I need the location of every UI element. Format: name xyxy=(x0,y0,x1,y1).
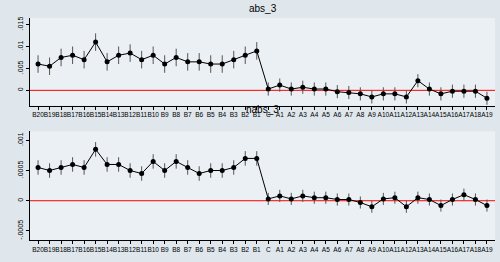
svg-text:B11: B11 xyxy=(136,246,147,253)
svg-text:B19: B19 xyxy=(44,246,56,253)
svg-text:B18: B18 xyxy=(55,246,67,253)
svg-text:B17: B17 xyxy=(67,111,79,118)
svg-text:A4: A4 xyxy=(310,111,318,118)
svg-text:A12: A12 xyxy=(401,246,413,253)
svg-text:B20: B20 xyxy=(32,246,44,253)
svg-text:A1: A1 xyxy=(276,111,284,118)
svg-text:A3: A3 xyxy=(299,111,307,118)
svg-text:.01: .01 xyxy=(17,40,24,50)
svg-text:A5: A5 xyxy=(322,111,330,118)
svg-text:B2: B2 xyxy=(241,246,249,253)
svg-text:A9: A9 xyxy=(368,246,376,253)
svg-text:A12: A12 xyxy=(401,111,413,118)
svg-text:A16: A16 xyxy=(447,111,459,118)
svg-text:.015: .015 xyxy=(17,17,24,31)
svg-text:B10: B10 xyxy=(147,111,159,118)
svg-text:A14: A14 xyxy=(424,246,436,253)
svg-text:B7: B7 xyxy=(184,246,192,253)
svg-text:B13: B13 xyxy=(113,246,125,253)
svg-text:B6: B6 xyxy=(195,246,203,253)
svg-text:B18: B18 xyxy=(55,111,67,118)
svg-text:B4: B4 xyxy=(218,111,226,118)
svg-text:B15: B15 xyxy=(90,111,102,118)
svg-text:A15: A15 xyxy=(435,246,447,253)
svg-text:A8: A8 xyxy=(356,246,364,253)
svg-text:A11: A11 xyxy=(389,246,400,253)
svg-text:A4: A4 xyxy=(310,246,318,253)
svg-text:A7: A7 xyxy=(345,111,353,118)
svg-text:A9: A9 xyxy=(368,111,376,118)
svg-text:B20: B20 xyxy=(32,111,44,118)
svg-text:B16: B16 xyxy=(78,246,90,253)
svg-text:A13: A13 xyxy=(412,111,424,118)
svg-text:B15: B15 xyxy=(90,246,102,253)
svg-text:abs_3: abs_3 xyxy=(249,3,277,14)
svg-text:B19: B19 xyxy=(44,111,56,118)
svg-text:A18: A18 xyxy=(470,111,482,118)
svg-text:B12: B12 xyxy=(124,111,136,118)
svg-text:.005: .005 xyxy=(17,60,24,74)
svg-text:A10: A10 xyxy=(378,111,390,118)
svg-text:B3: B3 xyxy=(230,111,238,118)
svg-text:B13: B13 xyxy=(113,111,125,118)
svg-text:B16: B16 xyxy=(78,111,90,118)
svg-text:-.0005: -.0005 xyxy=(17,220,24,240)
svg-text:B1: B1 xyxy=(253,246,261,253)
svg-text:A19: A19 xyxy=(481,111,493,118)
svg-text:0: 0 xyxy=(17,87,24,91)
svg-text:B3: B3 xyxy=(230,246,238,253)
svg-text:C: C xyxy=(266,111,271,118)
svg-text:B14: B14 xyxy=(101,111,113,118)
svg-text:A2: A2 xyxy=(287,111,295,118)
svg-text:A19: A19 xyxy=(481,246,493,253)
svg-text:C: C xyxy=(266,246,271,253)
svg-text:A15: A15 xyxy=(435,111,447,118)
svg-text:A17: A17 xyxy=(458,246,470,253)
svg-text:B1: B1 xyxy=(253,111,261,118)
svg-text:B14: B14 xyxy=(101,246,113,253)
svg-text:A2: A2 xyxy=(287,246,295,253)
svg-text:A6: A6 xyxy=(333,111,341,118)
svg-text:B12: B12 xyxy=(124,246,136,253)
svg-text:B11: B11 xyxy=(136,111,147,118)
svg-text:B9: B9 xyxy=(161,111,169,118)
svg-text:A18: A18 xyxy=(470,246,482,253)
svg-text:B5: B5 xyxy=(207,111,215,118)
svg-text:A6: A6 xyxy=(333,246,341,253)
svg-text:B2: B2 xyxy=(241,111,249,118)
svg-text:A10: A10 xyxy=(378,246,390,253)
svg-text:B4: B4 xyxy=(218,246,226,253)
svg-text:A14: A14 xyxy=(424,111,436,118)
svg-text:.001: .001 xyxy=(17,132,24,146)
svg-text:B7: B7 xyxy=(184,111,192,118)
svg-text:A5: A5 xyxy=(322,246,330,253)
svg-text:B5: B5 xyxy=(207,246,215,253)
svg-text:B17: B17 xyxy=(67,246,79,253)
svg-text:B10: B10 xyxy=(147,246,159,253)
svg-text:B9: B9 xyxy=(161,246,169,253)
svg-text:B8: B8 xyxy=(172,246,180,253)
svg-text:nabs_3: nabs_3 xyxy=(246,104,279,115)
svg-text:A13: A13 xyxy=(412,246,424,253)
svg-text:A17: A17 xyxy=(458,111,470,118)
svg-text:.0005: .0005 xyxy=(17,161,24,179)
svg-text:0: 0 xyxy=(17,198,24,202)
svg-text:A3: A3 xyxy=(299,246,307,253)
svg-text:A1: A1 xyxy=(276,246,284,253)
svg-text:A7: A7 xyxy=(345,246,353,253)
svg-text:A11: A11 xyxy=(389,111,400,118)
svg-text:B8: B8 xyxy=(172,111,180,118)
svg-text:A8: A8 xyxy=(356,111,364,118)
svg-text:B6: B6 xyxy=(195,111,203,118)
svg-text:A16: A16 xyxy=(447,246,459,253)
